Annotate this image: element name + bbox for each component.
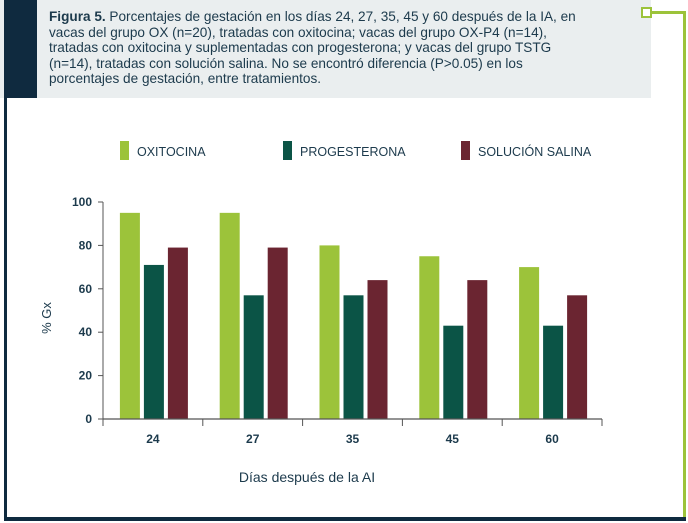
chart-legend: OXITOCINA PROGESTERONA SOLUCIÓN SALINA [120,141,592,160]
frame-top-line [651,11,686,14]
bar [319,245,340,419]
caption-accent-block [4,0,37,98]
bar [167,247,188,419]
frame-bottom-line [4,517,686,521]
frame-corner-square [641,7,652,18]
bar [143,264,164,419]
bar [419,256,440,419]
y-tick-label: 40 [79,325,93,339]
bar [367,280,388,419]
bar [443,325,464,419]
legend-label: PROGESTERONA [300,145,406,159]
y-tick-label: 20 [79,369,93,383]
bar [567,295,588,419]
x-tick-label: 35 [346,432,360,446]
legend-swatch [461,141,470,160]
caption-background [0,0,651,98]
caption-text: Porcentajes de gestación en los días 24,… [49,9,576,86]
legend-swatch [283,141,292,160]
caption-label: Figura 5. [49,9,106,24]
y-axis-label: % Gx [39,302,54,334]
figure-caption: Figura 5. Porcentajes de gestación en lo… [49,9,589,87]
x-tick-label: 27 [246,432,260,446]
bar [519,267,540,419]
y-tick-label: 60 [79,282,93,296]
x-tick-label: 60 [545,432,559,446]
bar [543,325,564,419]
x-axis-label: Días después de la AI [239,469,375,485]
legend-swatch [120,141,129,160]
x-axis: 24 27 35 45 60 [102,418,603,446]
y-tick-label: 100 [72,195,92,209]
bar [119,212,140,419]
legend-label: SOLUCIÓN SALINA [478,144,592,159]
bar [467,280,488,419]
frame-right-line [683,11,686,521]
y-tick-label: 80 [79,238,93,252]
frame-left-line [4,98,7,521]
bar [219,212,240,419]
bar [243,295,264,419]
bar [267,247,288,419]
y-tick-label: 0 [85,412,92,426]
y-axis: 0 20 40 60 80 100 [72,195,104,426]
x-tick-label: 24 [146,432,160,446]
bars-group [119,212,588,419]
bar [343,295,364,419]
x-tick-label: 45 [446,432,460,446]
legend-label: OXITOCINA [137,145,206,159]
